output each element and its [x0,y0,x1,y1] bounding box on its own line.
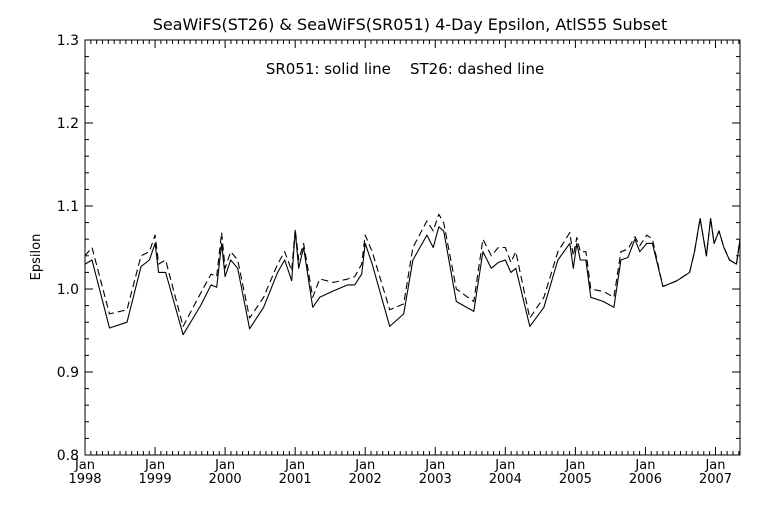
x-tick-month: Jan [144,458,165,473]
x-tick-month: Jan [704,458,725,473]
series-layer [84,213,741,336]
x-tick-year: 2005 [559,472,592,487]
series-line-st26 [84,213,741,327]
x-tick-year: 2000 [209,472,242,487]
legend-text: SR051: solid line ST26: dashed line [266,60,544,78]
x-tick-month: Jan [284,458,305,473]
x-tick-month: Jan [564,458,585,473]
x-tick-year: 2006 [629,472,662,487]
x-axis: Jan1998Jan1999Jan2000Jan2001Jan2002Jan20… [68,40,740,487]
y-tick-label: 0.8 [57,448,79,464]
x-tick-year: 1999 [139,472,172,487]
series-line-sr051 [84,217,741,336]
plot-frame [84,39,741,456]
y-axis-label: Epsilon [29,234,44,281]
x-tick-year: 2004 [489,472,522,487]
x-tick-month: Jan [494,458,515,473]
x-tick-year: 2007 [699,472,732,487]
y-tick-label: 1.3 [57,33,79,49]
x-tick-month: Jan [214,458,235,473]
y-axis: 0.8 0.9 1.0 1.1 1.2 1.3 [57,33,740,464]
x-tick-month: Jan [354,458,375,473]
chart-title: SeaWiFS(ST26) & SeaWiFS(SR051) 4-Day Eps… [153,15,668,34]
x-tick-month: Jan [424,458,445,473]
y-tick-label: 1.2 [57,116,79,132]
x-tick-year: 1998 [68,472,101,487]
x-tick-year: 2002 [349,472,382,487]
y-tick-label: 0.9 [57,365,79,381]
x-tick-month: Jan [634,458,655,473]
y-tick-label: 1.0 [57,282,79,298]
x-tick-month: Jan [74,458,95,473]
x-tick-year: 2001 [279,472,312,487]
x-tick-year: 2003 [419,472,452,487]
y-tick-label: 1.1 [57,199,79,215]
